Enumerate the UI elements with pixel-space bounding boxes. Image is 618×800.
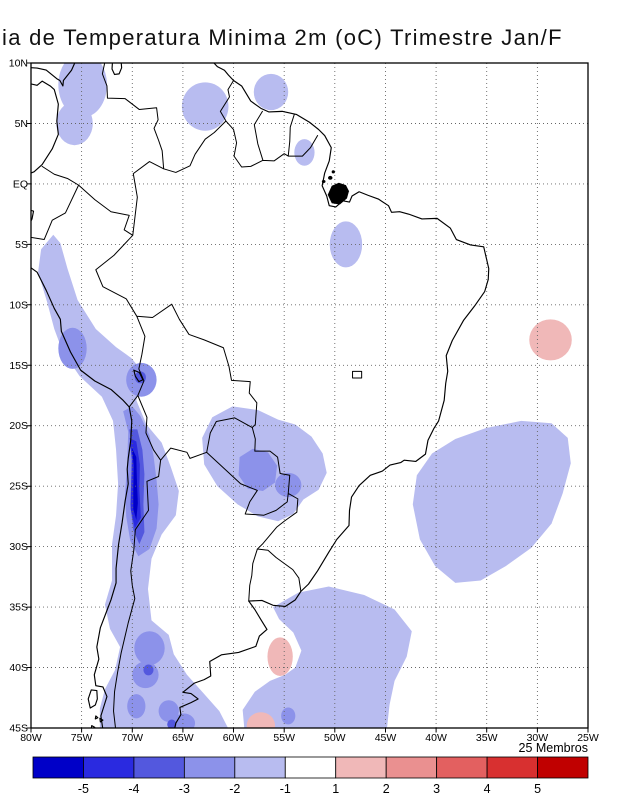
lat-tick-label: 15S — [9, 360, 28, 372]
map-outline-layer — [29, 59, 488, 732]
colorbar-tick-label: 1 — [332, 782, 339, 796]
lat-tick-label: 5S — [15, 239, 28, 251]
lon-tick-label: 25W — [577, 732, 599, 744]
lat-tick-label: 10S — [9, 299, 28, 311]
colorbar-segment — [83, 756, 135, 779]
colorbar-segment — [537, 756, 589, 779]
shading-layer — [38, 63, 572, 728]
shade-satlantic-medium-dot — [281, 707, 296, 725]
lon-tick-label: 55W — [273, 732, 295, 744]
colorbar-tick-label: -1 — [280, 782, 291, 796]
chart-title: ia de Temperatura Minima 2m (oC) Trimest… — [2, 25, 563, 50]
lon-tick-label: 40W — [425, 732, 447, 744]
shade-patagonia-medium-5 — [172, 713, 196, 728]
lon-tickmarks — [30, 728, 589, 733]
shade-patagonia-strong-dot1 — [143, 664, 154, 676]
colorbar-tick-label: 2 — [383, 782, 390, 796]
colorbar-tick-label: -4 — [128, 782, 139, 796]
shade-guyana-light — [181, 82, 229, 131]
colorbar-segment — [486, 756, 538, 779]
grid-vertical-lines — [81, 63, 538, 728]
amazon-delta-islet-2 — [331, 170, 335, 174]
colorbar-segment — [335, 756, 387, 779]
shade-se-atlantic-light — [412, 420, 571, 583]
colorbar-segment — [436, 756, 488, 779]
lat-tick-label: 35S — [9, 602, 28, 614]
colorbar-segment — [385, 756, 438, 779]
colorbar-segment — [133, 756, 185, 779]
shade-peru-coast-medium — [58, 327, 87, 369]
colorbar-segment — [32, 756, 84, 779]
lat-tick-label: EQ — [13, 178, 28, 190]
shade-laplata-atlantic-warm — [267, 637, 293, 677]
marajo-island-fill — [327, 182, 349, 205]
lon-tick-label: 60W — [223, 732, 245, 744]
lon-tick-label: 50W — [324, 732, 346, 744]
lon-tick-label: 80W — [20, 732, 42, 744]
shade-nebrazil-atlantic-warm — [529, 319, 572, 361]
lat-axis: 10N 5N EQ 5S 10S 15S 20S 25S 30S 35S 40S… — [9, 58, 28, 735]
lat-tick-label: 40S — [9, 662, 28, 674]
grid-layer — [31, 63, 588, 728]
shade-patagonia-strong-dot2 — [167, 719, 177, 728]
shade-southedge-warm — [246, 712, 276, 728]
shade-patagonia-medium-3 — [127, 694, 146, 719]
colorbar-tick-label: 5 — [534, 782, 541, 796]
colorbar-tick-label: -2 — [229, 782, 240, 796]
lat-tickmarks — [26, 62, 31, 729]
colorbar-tick-label: -5 — [78, 782, 89, 796]
lon-tick-label: 30W — [527, 732, 549, 744]
shade-paraguay-core-medium — [238, 448, 278, 492]
shade-frenchguiana-light — [294, 139, 315, 166]
colorbar-segment — [234, 756, 286, 779]
lon-axis: 80W 75W 70W 65W 60W 55W 50W 45W 40W 35W … — [20, 732, 599, 744]
shade-south-atlantic-light — [242, 586, 412, 728]
lat-tick-label: 5N — [15, 118, 28, 130]
country-borders-path — [29, 62, 361, 733]
colorbar-tick-label: 4 — [484, 782, 491, 796]
shade-patagonia-medium-2 — [132, 661, 159, 689]
lon-tick-label: 45W — [375, 732, 397, 744]
shade-suriname-light — [253, 73, 289, 111]
lon-tick-label: 65W — [172, 732, 194, 744]
amazon-delta-islet-1 — [328, 175, 333, 180]
lat-tick-label: 20S — [9, 420, 28, 432]
shade-nchile-core — [131, 447, 138, 521]
colorbar: -5 -4 -3 -2 -1 1 2 3 4 5 — [32, 756, 589, 796]
shade-colombia-south-light — [56, 101, 93, 146]
lat-tick-label: 10N — [9, 58, 28, 70]
colorbar-segment — [284, 756, 337, 779]
colorbar-tick-label: -3 — [179, 782, 190, 796]
lat-tick-label: 30S — [9, 541, 28, 553]
map-frame — [30, 62, 589, 729]
ensemble-members-label: 25 Membros — [519, 741, 588, 755]
shade-maranhao-light — [329, 221, 363, 268]
lat-tick-label: 25S — [9, 481, 28, 493]
lon-tick-label: 70W — [122, 732, 144, 744]
shade-sbrazil-medium — [275, 472, 302, 498]
shade-patagonia-medium-1 — [134, 631, 165, 666]
lon-tick-label: 75W — [71, 732, 93, 744]
colorbar-segment — [183, 756, 236, 779]
shade-patagonia-medium-4 — [158, 700, 179, 722]
colorbar-tick-label: 3 — [433, 782, 440, 796]
coastline-path — [29, 59, 488, 732]
lat-tick-label: 45S — [9, 723, 28, 735]
lon-tick-label: 35W — [476, 732, 498, 744]
